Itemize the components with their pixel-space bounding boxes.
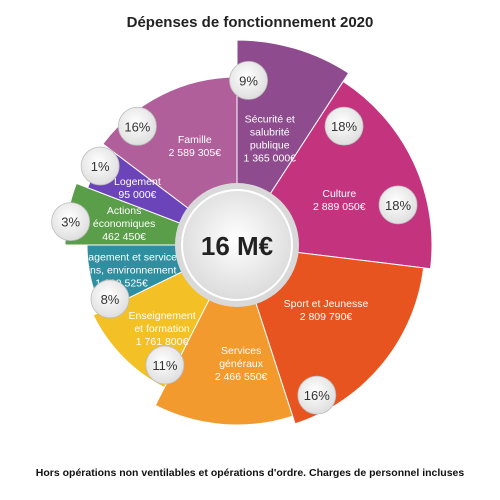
percent-label: 1% xyxy=(91,159,110,174)
percent-bubble xyxy=(80,146,120,186)
slice-label: Logement 95 000€ xyxy=(114,176,161,201)
percent-bubble xyxy=(145,345,185,385)
percent-bubble xyxy=(297,375,337,415)
slice-label: Actions économiques 462 450€ xyxy=(93,205,155,243)
slice-label: Sport et Jeunesse 2 809 790€ xyxy=(284,298,369,323)
center-total-label: 16 M€ xyxy=(201,231,273,261)
percent-label: 16% xyxy=(304,388,330,403)
percent-bubble xyxy=(90,279,130,319)
slice-label: Famille 2 589 305€ xyxy=(169,134,222,159)
percent-label: 16% xyxy=(124,119,150,134)
percent-bubble xyxy=(324,106,364,146)
percent-bubble xyxy=(229,61,268,100)
percent-label: 18% xyxy=(385,198,411,213)
percent-bubble xyxy=(117,106,157,146)
slice-label: Sécurité et salubrité publique 1 365 000€ xyxy=(243,113,296,164)
slice-label: Culture 2 889 050€ xyxy=(313,188,366,213)
slice-label: Enseignement et formation 1 761 800€ xyxy=(128,310,195,348)
percent-label: 3% xyxy=(61,215,80,230)
pie-slice xyxy=(154,243,294,426)
hub-circle xyxy=(181,189,293,301)
percent-bubble xyxy=(378,185,418,225)
percent-label: 11% xyxy=(152,358,177,373)
percent-label: 9% xyxy=(239,73,258,88)
pie-slice xyxy=(236,244,425,425)
percent-bubble xyxy=(51,202,91,242)
chart-footnote: Hors opérations non ventilables et opéra… xyxy=(35,467,465,479)
percent-label: 8% xyxy=(101,292,120,307)
percent-label: 18% xyxy=(331,119,357,134)
slice-label: Services généraux 2 466 550€ xyxy=(215,345,268,383)
chart-title: Dépenses de fonctionnement 2020 xyxy=(126,14,374,31)
